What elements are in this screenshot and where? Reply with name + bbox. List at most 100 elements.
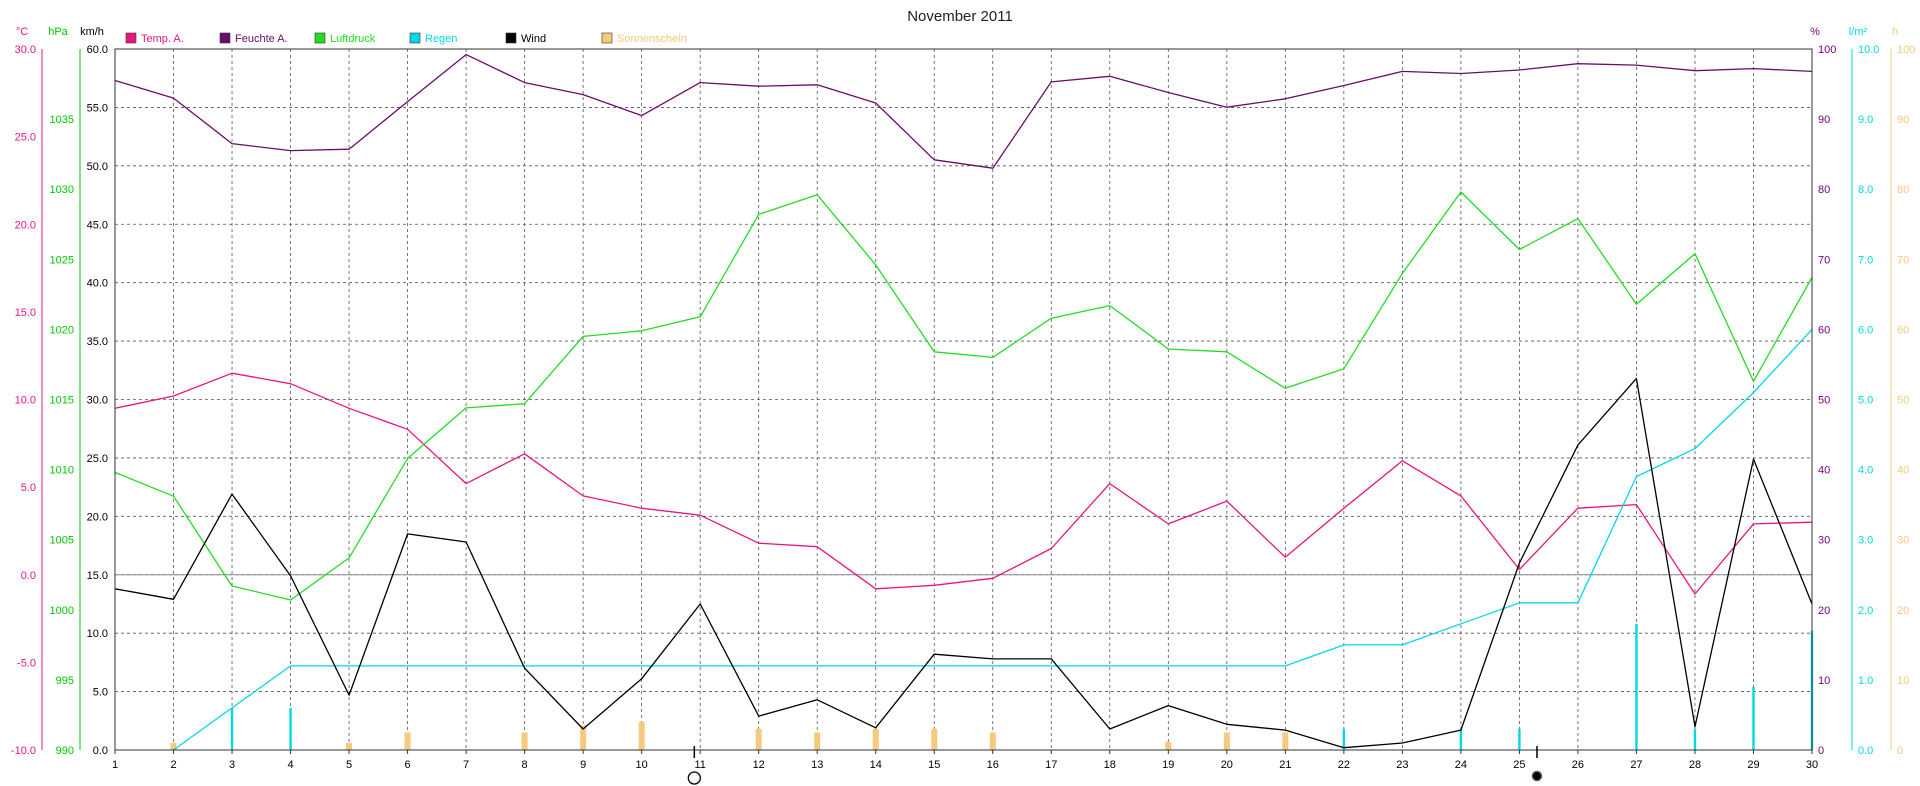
rain-tick-label: 8.0 <box>1858 184 1873 196</box>
humidity-tick-label: 10 <box>1818 675 1830 687</box>
axis-unit-label: l/m² <box>1849 26 1868 38</box>
legend-swatch <box>125 32 137 44</box>
pressure-tick-label: 990 <box>56 745 74 757</box>
wind-tick-label: 0.0 <box>93 745 108 757</box>
pressure-tick-label: 1030 <box>50 184 74 196</box>
sunshine-bar <box>1282 732 1289 750</box>
sunshine-tick-label: 30 <box>1897 535 1909 547</box>
x-tick-label: 10 <box>636 759 648 771</box>
sunshine-bar <box>931 728 938 750</box>
temp-tick-label: 25.0 <box>15 132 36 144</box>
rain-daily-bar <box>1693 728 1697 750</box>
wind-tick-label: 35.0 <box>87 336 108 348</box>
temp-tick-label: -10.0 <box>11 745 36 757</box>
x-tick-label: 1 <box>112 759 118 771</box>
x-tick-label: 20 <box>1221 759 1233 771</box>
full-moon-icon <box>687 771 701 785</box>
rain-daily-bar <box>1752 686 1755 750</box>
series-line-temp-a- <box>114 372 1813 595</box>
legend-swatch <box>601 32 613 44</box>
temp-tick-label: 20.0 <box>15 219 36 231</box>
rain-tick-label: 0.0 <box>1858 745 1873 757</box>
legend-label: Sonnenschein <box>617 33 687 45</box>
wind-tick-label: 15.0 <box>87 570 108 582</box>
wind-tick-label: 40.0 <box>87 278 108 290</box>
sunshine-bar <box>170 742 177 750</box>
sunshine-tick-label: 70 <box>1897 254 1909 266</box>
wind-tick-label: 25.0 <box>87 453 108 465</box>
sunshine-bar <box>521 732 528 750</box>
axis-unit-label: °C <box>16 26 28 38</box>
legend-label: Feuchte A. <box>235 33 288 45</box>
rain-tick-label: 7.0 <box>1858 254 1873 266</box>
humidity-tick-label: 90 <box>1818 114 1830 126</box>
x-tick-label: 30 <box>1806 759 1818 771</box>
legend-label: Luftdruck <box>330 33 376 45</box>
rain-daily-bar <box>230 707 234 750</box>
wind-tick-label: 60.0 <box>87 44 108 56</box>
sunshine-tick-label: 60 <box>1897 324 1909 336</box>
wind-tick-label: 55.0 <box>87 102 108 114</box>
series-line-regen <box>173 328 1813 751</box>
legend-swatch <box>219 32 231 44</box>
temp-tick-label: 10.0 <box>15 395 36 407</box>
sunshine-tick-label: 40 <box>1897 465 1909 477</box>
rain-tick-label: 6.0 <box>1858 324 1873 336</box>
sunshine-bar <box>638 721 645 750</box>
chart-grid <box>115 49 1812 750</box>
sunshine-tick-label: 90 <box>1897 114 1909 126</box>
x-tick-label: 8 <box>522 759 528 771</box>
humidity-tick-label: 80 <box>1818 184 1830 196</box>
x-tick-label: 3 <box>229 759 235 771</box>
sunshine-tick-label: 80 <box>1897 184 1909 196</box>
rain-tick-label: 9.0 <box>1858 114 1873 126</box>
x-tick-label: 24 <box>1455 759 1467 771</box>
sunshine-bar <box>1223 732 1230 750</box>
rain-tick-label: 3.0 <box>1858 535 1873 547</box>
sunshine-tick-label: 20 <box>1897 605 1909 617</box>
rain-tick-label: 4.0 <box>1858 465 1873 477</box>
sunshine-bar <box>755 728 762 750</box>
humidity-tick-label: 60 <box>1818 324 1830 336</box>
humidity-tick-label: 0 <box>1818 745 1824 757</box>
legend-swatch <box>505 32 517 44</box>
axis-unit-label: hPa <box>48 26 68 38</box>
x-tick-label: 6 <box>405 759 411 771</box>
series-line-feuchte-a- <box>114 53 1813 169</box>
legend-label: Regen <box>425 33 457 45</box>
sunshine-bar <box>346 742 353 750</box>
sunshine-bar <box>404 732 411 750</box>
temp-tick-label: 30.0 <box>15 44 36 56</box>
rain-tick-label: 10.0 <box>1858 44 1879 56</box>
legend-label: Wind <box>521 33 546 45</box>
rain-daily-bar <box>1459 728 1463 750</box>
x-tick-label: 2 <box>170 759 176 771</box>
humidity-tick-label: 100 <box>1818 44 1836 56</box>
axis-unit-label: h <box>1892 26 1898 38</box>
series-line-luftdruck <box>114 191 1813 601</box>
humidity-tick-label: 50 <box>1818 395 1830 407</box>
axis-unit-label: km/h <box>80 26 104 38</box>
x-tick-label: 11 <box>694 759 705 771</box>
x-tick-label: 25 <box>1513 759 1525 771</box>
chart-legend: Temp. A. Feuchte A. Luftdruck Regen Wind Sonn… <box>125 32 687 45</box>
x-tick-label: 19 <box>1162 759 1174 771</box>
wind-tick-label: 5.0 <box>93 687 108 699</box>
temp-tick-label: 0.0 <box>21 570 36 582</box>
sunshine-tick-label: 0 <box>1897 745 1903 757</box>
temp-tick-label: 15.0 <box>15 307 36 319</box>
x-tick-label: 12 <box>753 759 765 771</box>
pressure-tick-label: 1005 <box>50 535 74 547</box>
plot-border <box>114 48 1813 751</box>
humidity-tick-label: 40 <box>1818 465 1830 477</box>
rain-tick-label: 5.0 <box>1858 395 1873 407</box>
pressure-tick-label: 995 <box>56 675 74 687</box>
x-tick-label: 26 <box>1572 759 1584 771</box>
legend-swatch <box>314 32 326 44</box>
x-tick-label: 28 <box>1689 759 1701 771</box>
x-tick-label: 7 <box>463 759 469 771</box>
x-tick-label: 15 <box>928 759 940 771</box>
pressure-tick-label: 1025 <box>50 254 74 266</box>
sunshine-tick-label: 10 <box>1897 675 1909 687</box>
